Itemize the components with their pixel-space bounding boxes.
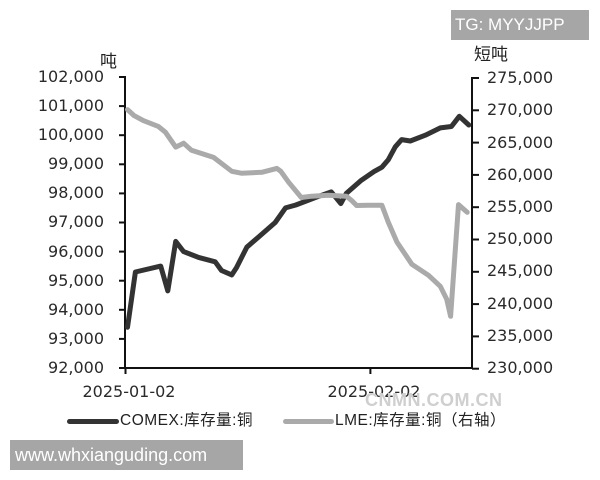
left-axis-unit: 吨 (100, 52, 117, 72)
x-tick-label: 2025-02-02 (327, 382, 421, 401)
left-y-tick-label: 96,000 (48, 242, 104, 261)
legend-swatch-lme (283, 419, 334, 424)
right-axis-unit: 短吨 (474, 45, 508, 65)
x-ticks (124, 368, 372, 374)
lme-series-line (125, 107, 470, 319)
series-layer (125, 107, 472, 330)
legend-label-lme: LME:库存量:铜（右轴） (335, 412, 506, 429)
right-y-tick-label: 235,000 (487, 326, 554, 345)
left-y-tick-label: 99,000 (48, 154, 104, 173)
right-y-tick-label: 275,000 (487, 68, 554, 87)
right-y-tick-label: 260,000 (487, 165, 554, 184)
right-y-tick-label: 245,000 (487, 261, 554, 280)
right-y-tick-label: 230,000 (487, 358, 554, 377)
left-y-tick-label: 102,000 (37, 67, 104, 86)
left-y-tick-label: 100,000 (37, 125, 104, 144)
right-y-tick-label: 250,000 (487, 229, 554, 248)
legend-label-comex: COMEX:库存量:铜 (120, 412, 253, 429)
left-y-tick-label: 95,000 (48, 271, 104, 290)
comex-series-line (125, 113, 472, 330)
right-y-tick-label: 265,000 (487, 133, 554, 152)
right-y-ticks (472, 77, 479, 370)
source-watermark: CNMN.COM.CN (365, 390, 503, 410)
left-y-tick-label: 98,000 (48, 183, 104, 202)
right-y-tick-label: 255,000 (487, 197, 554, 216)
right-y-tick-label: 240,000 (487, 294, 554, 313)
left-y-tick-label: 101,000 (37, 96, 104, 115)
left-y-tick-label: 93,000 (48, 329, 104, 348)
legend-swatch-comex (67, 419, 119, 424)
axes (119, 76, 479, 374)
site-watermark-badge: www.whxianguding.com (10, 440, 243, 470)
left-y-tick-label: 94,000 (48, 300, 104, 319)
right-y-tick-label: 270,000 (487, 100, 554, 119)
left-y-ticks (119, 76, 125, 369)
x-tick-label: 2025-01-02 (82, 382, 176, 401)
tg-watermark-badge: TG: MYYJJPP (451, 10, 589, 40)
left-y-tick-label: 92,000 (48, 358, 104, 377)
left-y-tick-label: 97,000 (48, 212, 104, 231)
